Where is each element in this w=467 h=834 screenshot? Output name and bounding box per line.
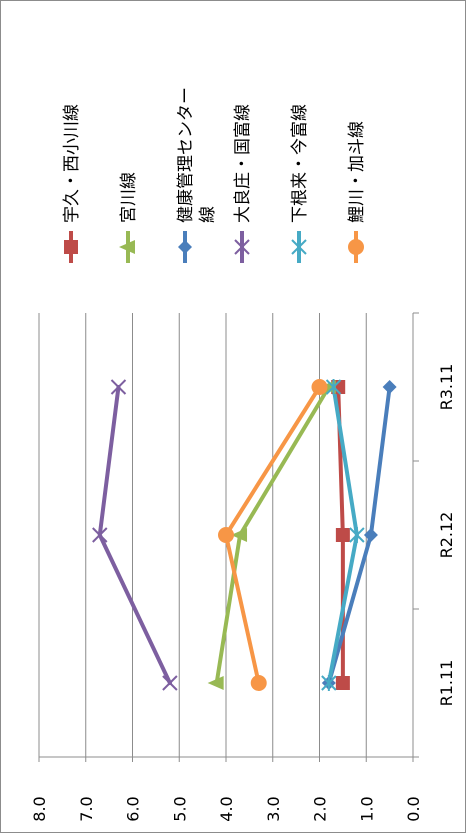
x-marker-stroke <box>110 379 127 395</box>
circle-marker <box>218 527 234 543</box>
x-tick-label: R2.12 <box>437 512 456 559</box>
triangle-marker <box>207 676 224 690</box>
x-tick-label: R3.11 <box>437 364 456 411</box>
y-tick-label: 6.0 <box>124 796 143 821</box>
diamond-marker <box>363 528 378 542</box>
square-marker <box>335 676 350 690</box>
x-marker <box>92 527 108 543</box>
y-tick-labels: 0.0 1.0 2.0 3.0 4.0 5.0 6.0 7.0 8.0 <box>30 796 423 821</box>
x-tick-label: R1.11 <box>437 660 456 707</box>
y-tick-label: 0.0 <box>404 796 423 821</box>
legend-label: 宇久・西小川線 <box>62 104 82 223</box>
legend: 宇久・西小川線宮川線 健康管理センター線大良庄・国富線 下根来・今富線 鯉川・加斗線 <box>62 87 367 263</box>
triangle-marker <box>231 528 248 542</box>
x-marker <box>110 379 127 395</box>
series-markers <box>92 379 397 691</box>
star-marker <box>325 379 342 395</box>
x-marker-stroke <box>162 675 178 691</box>
x-marker <box>162 675 178 691</box>
square-marker <box>64 240 78 254</box>
legend-label: 宮川線 <box>119 172 139 223</box>
y-tick-label: 1.0 <box>357 796 376 821</box>
x-marker <box>234 239 250 255</box>
legend-label: 健康管理センター <box>176 87 196 223</box>
y-tick-label: 4.0 <box>217 796 236 821</box>
legend-label: 鯉川・加斗線 <box>347 121 367 223</box>
legend-label: 下根来・今富線 <box>290 104 310 223</box>
x-marker-stroke <box>92 527 108 543</box>
circle-marker <box>348 239 364 255</box>
y-tick-label: 3.0 <box>264 796 283 821</box>
x-tick-labels: R1.11 R2.12 R3.11 <box>437 364 456 707</box>
y-tick-label: 5.0 <box>170 796 189 821</box>
star-marker <box>349 527 365 543</box>
square-marker <box>335 528 350 542</box>
star-marker <box>321 675 337 691</box>
diamond-marker <box>178 240 192 254</box>
legend-label: 大良庄・国富線 <box>233 104 253 223</box>
triangle-marker <box>319 380 336 394</box>
x-marker-stroke <box>234 239 250 255</box>
diamond-marker <box>382 380 397 394</box>
triangle-marker <box>119 240 135 254</box>
legend-label: 線 <box>198 206 218 223</box>
star-marker <box>291 239 307 255</box>
y-tick-label: 7.0 <box>77 796 96 821</box>
axis <box>38 312 419 762</box>
y-tick-label: 2.0 <box>311 796 330 821</box>
circle-marker <box>250 675 267 691</box>
series-line <box>97 385 172 685</box>
y-tick-label: 8.0 <box>30 796 49 821</box>
circle-marker <box>311 379 328 395</box>
